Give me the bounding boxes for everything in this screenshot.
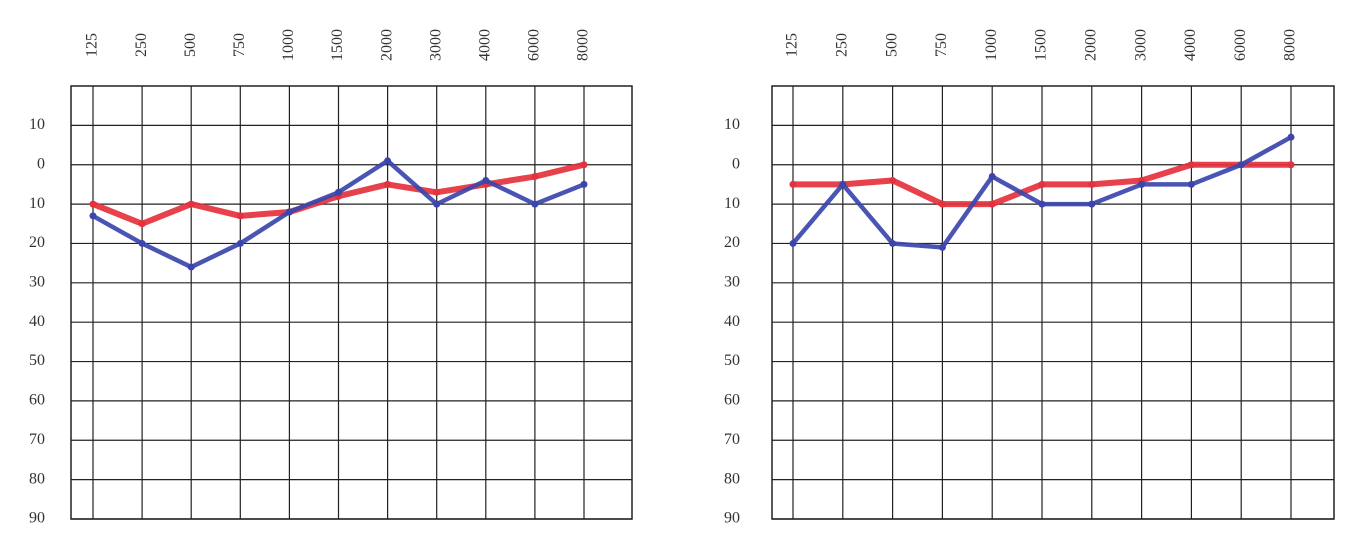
y-tick-label: 80: [724, 470, 740, 487]
y-tick-label: 60: [724, 392, 740, 409]
data-point: [433, 200, 441, 208]
y-tick-label: 0: [37, 155, 45, 172]
data-point: [988, 200, 996, 208]
data-point: [988, 173, 996, 181]
x-tick-label: 125: [84, 33, 101, 57]
data-point: [531, 173, 539, 181]
x-tick-label: 1000: [983, 29, 1000, 61]
y-tick-label: 70: [29, 431, 45, 448]
y-tick-label: 70: [724, 431, 740, 448]
data-point: [433, 188, 441, 196]
data-point: [236, 212, 244, 220]
x-tick-label: 750: [933, 33, 950, 57]
y-tick-label: 30: [29, 273, 45, 290]
data-point: [938, 243, 946, 251]
data-point: [138, 239, 146, 247]
data-point: [285, 208, 293, 216]
data-point: [889, 239, 897, 247]
x-tick-label: 125: [784, 33, 801, 57]
data-point: [335, 188, 342, 196]
x-tick-label: 4000: [476, 29, 493, 61]
data-point: [580, 161, 588, 169]
data-point: [789, 239, 797, 247]
data-point: [384, 157, 392, 165]
y-tick-label: 80: [29, 470, 45, 487]
data-point: [1088, 180, 1096, 188]
plot-frame: [70, 85, 633, 520]
y-tick-label: 10: [29, 195, 45, 212]
y-tick-label: 60: [29, 392, 45, 409]
x-tick-label: 6000: [526, 29, 543, 61]
data-point: [236, 239, 244, 247]
data-point: [1138, 180, 1146, 188]
data-point: [1187, 180, 1195, 188]
x-tick-label: 6000: [1232, 29, 1249, 61]
x-tick-label: 8000: [1282, 29, 1299, 61]
x-tick-label: 2000: [378, 29, 395, 61]
data-point: [531, 200, 539, 208]
y-tick-label: 10: [29, 116, 45, 133]
x-tick-label: 250: [833, 33, 850, 57]
y-tick-label: 0: [732, 155, 740, 172]
y-tick-label: 10: [724, 116, 740, 133]
x-tick-label: 3000: [1132, 29, 1149, 61]
data-point: [89, 200, 97, 208]
data-point: [889, 176, 897, 184]
x-tick-label: 250: [133, 33, 150, 57]
data-point: [187, 263, 195, 271]
y-tick-label: 30: [724, 273, 740, 290]
x-tick-label: 3000: [427, 29, 444, 61]
data-point: [1187, 161, 1195, 169]
data-point: [89, 212, 97, 220]
y-tick-label: 90: [29, 510, 45, 527]
data-point: [138, 220, 146, 228]
data-point: [482, 176, 490, 184]
x-tick-label: 2000: [1082, 29, 1099, 61]
plot-frame: [771, 85, 1335, 520]
x-tick-label: 1500: [1033, 29, 1050, 61]
y-tick-label: 40: [724, 313, 740, 330]
data-point: [839, 180, 847, 188]
data-point: [187, 200, 195, 208]
x-tick-label: 1500: [329, 29, 346, 61]
data-point: [1237, 161, 1245, 169]
x-tick-label: 500: [883, 33, 900, 57]
x-tick-label: 1000: [280, 29, 297, 61]
x-tick-label: 4000: [1182, 29, 1199, 61]
y-tick-label: 20: [724, 234, 740, 251]
y-tick-label: 10: [724, 195, 740, 212]
y-tick-label: 20: [29, 234, 45, 251]
data-point: [1287, 161, 1295, 169]
data-point: [789, 180, 797, 188]
y-tick-label: 50: [724, 352, 740, 369]
x-tick-label: 500: [182, 33, 199, 57]
data-point: [1088, 200, 1096, 208]
data-point: [580, 180, 588, 188]
data-point: [1287, 133, 1295, 141]
x-tick-label: 8000: [575, 29, 592, 61]
y-tick-label: 50: [29, 352, 45, 369]
data-point: [1038, 200, 1046, 208]
data-point: [938, 200, 946, 208]
y-tick-label: 40: [29, 313, 45, 330]
data-point: [1038, 180, 1046, 188]
x-tick-label: 750: [231, 33, 248, 57]
y-tick-label: 90: [724, 510, 740, 527]
data-point: [384, 180, 392, 188]
